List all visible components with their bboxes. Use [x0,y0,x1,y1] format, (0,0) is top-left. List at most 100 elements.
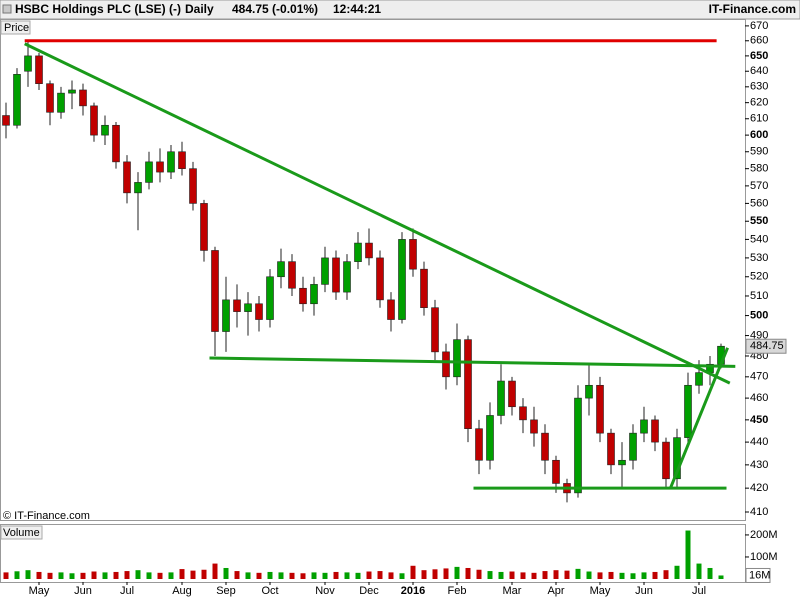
candle-body [211,250,219,332]
volume-bar [652,571,658,579]
candle-body [101,124,109,136]
volume-bar [223,567,229,579]
header-time: 12:44:21 [333,2,381,16]
candle-body [409,239,417,270]
candle-body [596,384,604,434]
volume-bar [454,566,460,579]
x-tick-label: Jun [635,585,653,597]
x-tick-label: Feb [448,585,467,597]
candle-body [585,384,593,399]
volume-bar [355,572,361,579]
y-tick-label: 450 [750,414,768,426]
y-tick-label: 620 [750,97,768,109]
trendline [669,347,729,489]
candle-body [277,261,285,278]
volume-bar [278,572,284,579]
x-tick-label: Nov [315,585,335,597]
volume-bar [388,572,394,579]
y-tick-label: 640 [750,65,768,77]
volume-bar [91,571,97,579]
volume-bar [300,573,306,579]
candle-body [288,261,296,289]
candle-body [618,459,626,466]
candle-body [299,287,307,305]
candle-body [387,299,395,320]
volume-bar [553,570,559,579]
volume-bar [14,571,20,579]
volume-bar [597,572,603,579]
volume-bar [322,572,328,579]
candle-body [684,384,692,438]
volume-bar [102,572,108,579]
volume-label: Volume [3,527,40,539]
candle-body [35,55,43,84]
y-tick-label: 410 [750,506,768,518]
last-price-box [745,338,787,354]
candle-body [189,168,197,204]
y-tick-label: 430 [750,459,768,471]
candle-body [541,432,549,461]
x-tick-label: May [590,585,611,597]
volume-bar [80,572,86,579]
candle-body [662,441,670,480]
y-tick-label: 610 [750,113,768,125]
x-tick-label: Aug [172,585,192,597]
candle-body [519,406,527,421]
volume-bar [586,571,592,579]
candle-body [530,419,538,434]
x-tick-label: Dec [359,585,379,597]
candle-body [46,83,54,113]
candle-body [332,257,340,293]
candle-body [508,380,516,408]
volume-bar [146,572,152,579]
candle-body [68,89,76,94]
volume-bar [487,571,493,579]
candle-body [222,299,230,332]
volume-bar [201,569,207,579]
x-tick-label: 2016 [401,585,425,597]
x-tick-label: May [29,585,50,597]
last-volume: 16M [749,569,770,581]
y-tick-label: 510 [750,290,768,302]
y-tick-label: 560 [750,197,768,209]
candle-body [266,276,274,320]
header-icon [2,4,12,14]
price-panel [0,19,746,521]
y-tick-label: 540 [750,233,768,245]
candle-body [156,161,164,173]
volume-bar [410,565,416,579]
candle-body [475,428,483,461]
volume-bar [212,563,218,579]
x-tick-label: Oct [261,585,278,597]
candle-body [255,303,263,320]
candle-body [123,161,131,194]
candle-body [486,415,494,461]
volume-bar [135,570,141,579]
candle-body [233,299,241,312]
candle-body [134,182,142,194]
volume-bar [531,572,537,579]
y-tick-label: 580 [750,163,768,175]
candle-body [629,432,637,461]
y-tick-label: 650 [750,50,768,62]
y-tick-label: 530 [750,252,768,264]
volume-bar [619,572,625,579]
y-tick-label: 500 [750,309,768,321]
candle-body [321,257,329,285]
x-tick-label: Jul [120,585,134,597]
price-label-box [0,20,31,35]
volume-bar [663,570,669,579]
x-tick-label: Apr [547,585,564,597]
volume-bar [289,572,295,579]
volume-bar [311,572,317,579]
y-tick-label: 520 [750,271,768,283]
volume-bar [399,573,405,579]
candle-body [695,372,703,386]
candle-body [112,124,120,163]
plot-layer: 4104204304404504604704804905005105205305… [2,20,787,597]
last-price: 484.75 [750,340,784,352]
candle-body [178,151,186,169]
candle-body [310,284,318,305]
volume-bar [157,572,163,579]
